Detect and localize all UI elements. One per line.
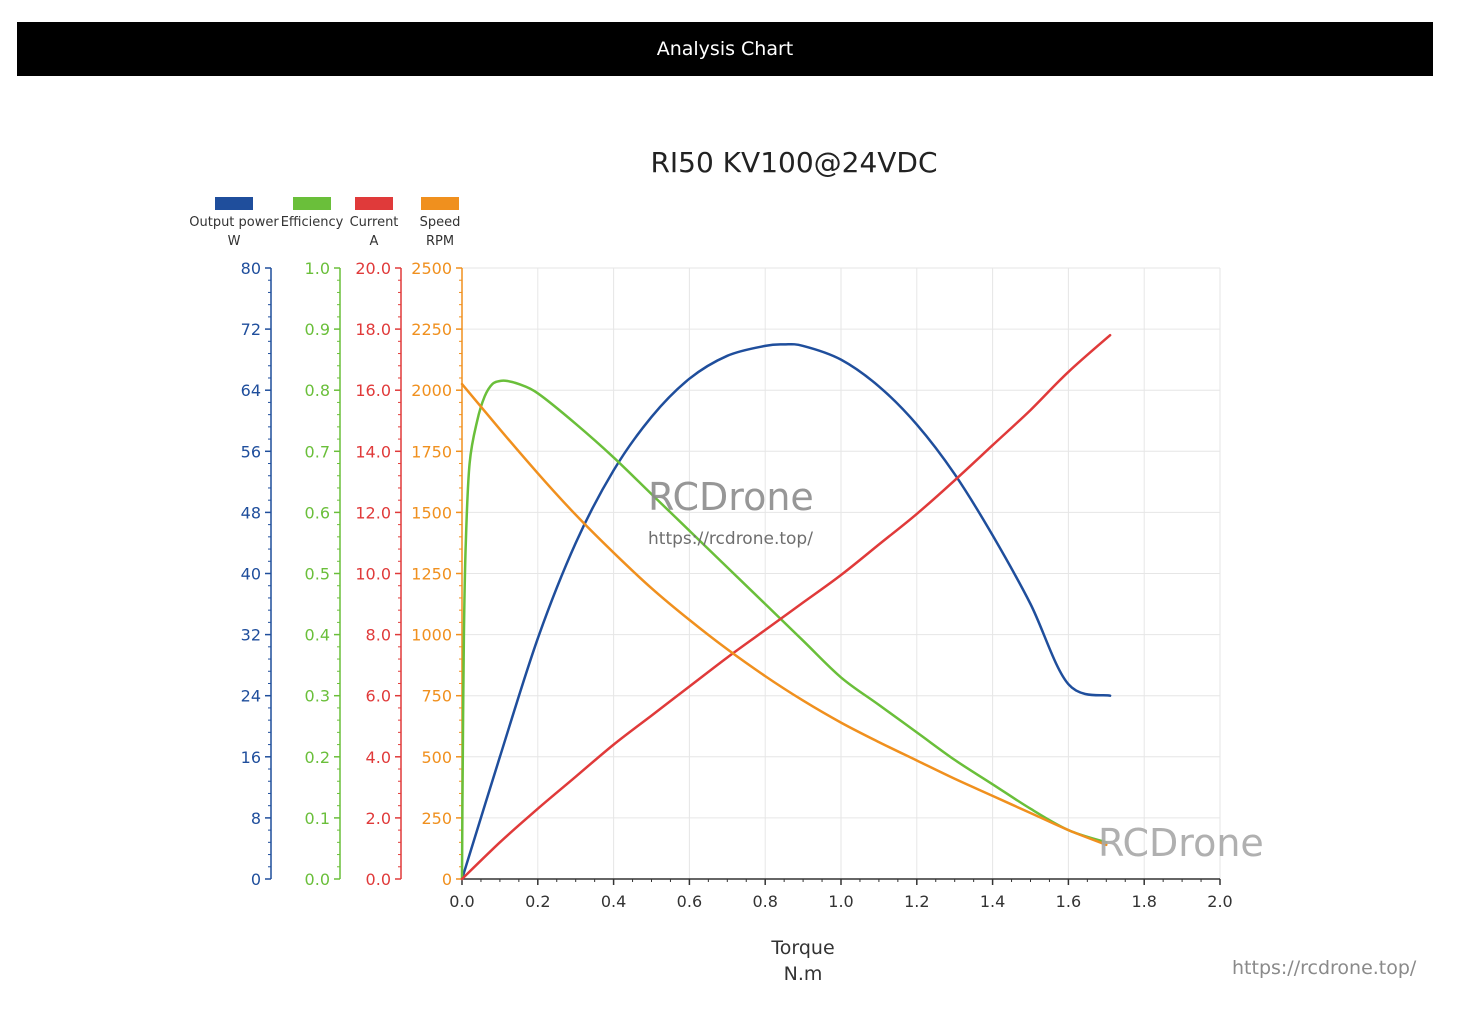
y-tick-label-current: 14.0 [355, 442, 391, 461]
legend-unit-power: W [228, 234, 241, 249]
y-tick-label-eff: 0.4 [305, 626, 330, 645]
y-tick-label-power: 40 [241, 565, 261, 584]
y-tick-label-power: 64 [241, 381, 261, 400]
legend-unit-speed: RPM [426, 234, 454, 249]
y-tick-label-current: 0.0 [366, 870, 391, 889]
legend-swatch-speed [421, 197, 459, 210]
y-tick-label-power: 80 [241, 259, 261, 278]
y-tick-label-power: 32 [241, 626, 261, 645]
x-tick-label: 1.6 [1056, 892, 1081, 911]
legend-swatch-power [215, 197, 253, 210]
series-line-current [460, 333, 1112, 881]
x-tick-label: 0.6 [677, 892, 702, 911]
y-tick-label-eff: 0.0 [305, 870, 330, 889]
y-tick-label-current: 2.0 [366, 809, 391, 828]
y-tick-label-power: 24 [241, 687, 261, 706]
y-tick-label-power: 0 [251, 870, 261, 889]
y-tick-label-power: 72 [241, 320, 261, 339]
series-line-speed [460, 382, 1108, 847]
y-tick-label-speed: 1750 [411, 442, 452, 461]
x-tick-label: 0.4 [601, 892, 626, 911]
x-tick-label: 0.0 [449, 892, 474, 911]
y-tick-label-speed: 2250 [411, 320, 452, 339]
y-tick-label-current: 4.0 [366, 748, 391, 767]
y-tick-label-current: 8.0 [366, 626, 391, 645]
y-tick-label-current: 10.0 [355, 565, 391, 584]
x-tick-label: 1.2 [904, 892, 929, 911]
y-tick-label-speed: 2500 [411, 259, 452, 278]
series-line-eff [460, 379, 1108, 881]
y-tick-label-current: 6.0 [366, 687, 391, 706]
x-tick-label: 2.0 [1207, 892, 1232, 911]
page-title: Analysis Chart [656, 38, 794, 60]
x-tick-label: 1.4 [980, 892, 1005, 911]
x-tick-label: 0.8 [752, 892, 777, 911]
chart-grid [462, 267, 1221, 879]
y-tick-label-power: 48 [241, 503, 261, 522]
legend-swatch-eff [293, 197, 331, 210]
y-tick-label-eff: 0.3 [305, 687, 330, 706]
y-tick-label-eff: 0.1 [305, 809, 330, 828]
y-tick-label-eff: 0.9 [305, 320, 330, 339]
x-tick-label: 1.0 [828, 892, 853, 911]
y-tick-label-power: 16 [241, 748, 261, 767]
y-tick-label-speed: 500 [421, 748, 452, 767]
legend-unit-current: A [370, 234, 379, 249]
y-tick-label-eff: 1.0 [305, 259, 330, 278]
y-tick-label-speed: 1500 [411, 503, 452, 522]
y-tick-label-speed: 1250 [411, 565, 452, 584]
legend-label-current: Current [350, 215, 399, 230]
x-axis-label: Torque [770, 937, 834, 959]
y-tick-label-speed: 250 [421, 809, 452, 828]
header-bar: Analysis Chart [17, 22, 1433, 76]
y-tick-label-current: 18.0 [355, 320, 391, 339]
chart-series [460, 333, 1112, 881]
y-tick-label-current: 16.0 [355, 381, 391, 400]
y-tick-label-power: 56 [241, 442, 261, 461]
y-tick-label-eff: 0.5 [305, 565, 330, 584]
legend-label-speed: Speed [420, 215, 461, 230]
y-tick-label-speed: 2000 [411, 381, 452, 400]
y-tick-label-power: 8 [251, 809, 261, 828]
legend-label-power: Output power [189, 215, 279, 230]
chart-legend: Output power W Efficiency Current A Speed RPM [189, 197, 460, 249]
y-tick-label-speed: 750 [421, 687, 452, 706]
legend-swatch-current [355, 197, 393, 210]
legend-label-eff: Efficiency [281, 215, 344, 230]
y-axes: 0 8 16 24 32 40 48 56 64 72 80 0.0 0.1 0.2 0.3 0.4 0.5 0.… [241, 259, 463, 889]
footer-url: https://rcdrone.top/ [1232, 957, 1417, 979]
y-tick-label-speed: 1000 [411, 626, 452, 645]
series-line-power [460, 342, 1112, 881]
x-axis: 0.0 0.2 0.4 0.6 0.8 1.0 1.2 1.4 1.6 1.8 2.0 [449, 878, 1233, 911]
y-tick-label-eff: 0.6 [305, 503, 330, 522]
y-tick-label-eff: 0.2 [305, 748, 330, 767]
x-tick-label: 0.2 [525, 892, 550, 911]
x-axis-unit: N.m [784, 963, 823, 985]
chart-title: RI50 KV100@24VDC [650, 146, 937, 179]
y-tick-label-eff: 0.8 [305, 381, 330, 400]
watermark-brand-center: RCDrone [648, 475, 814, 519]
watermark-brand-corner: RCDrone [1098, 821, 1264, 865]
y-tick-label-eff: 0.7 [305, 442, 330, 461]
watermark-url-center: https://rcdrone.top/ [648, 529, 813, 549]
y-tick-label-current: 20.0 [355, 259, 391, 278]
x-tick-label: 1.8 [1131, 892, 1156, 911]
y-tick-label-speed: 0 [442, 870, 452, 889]
y-tick-label-current: 12.0 [355, 503, 391, 522]
